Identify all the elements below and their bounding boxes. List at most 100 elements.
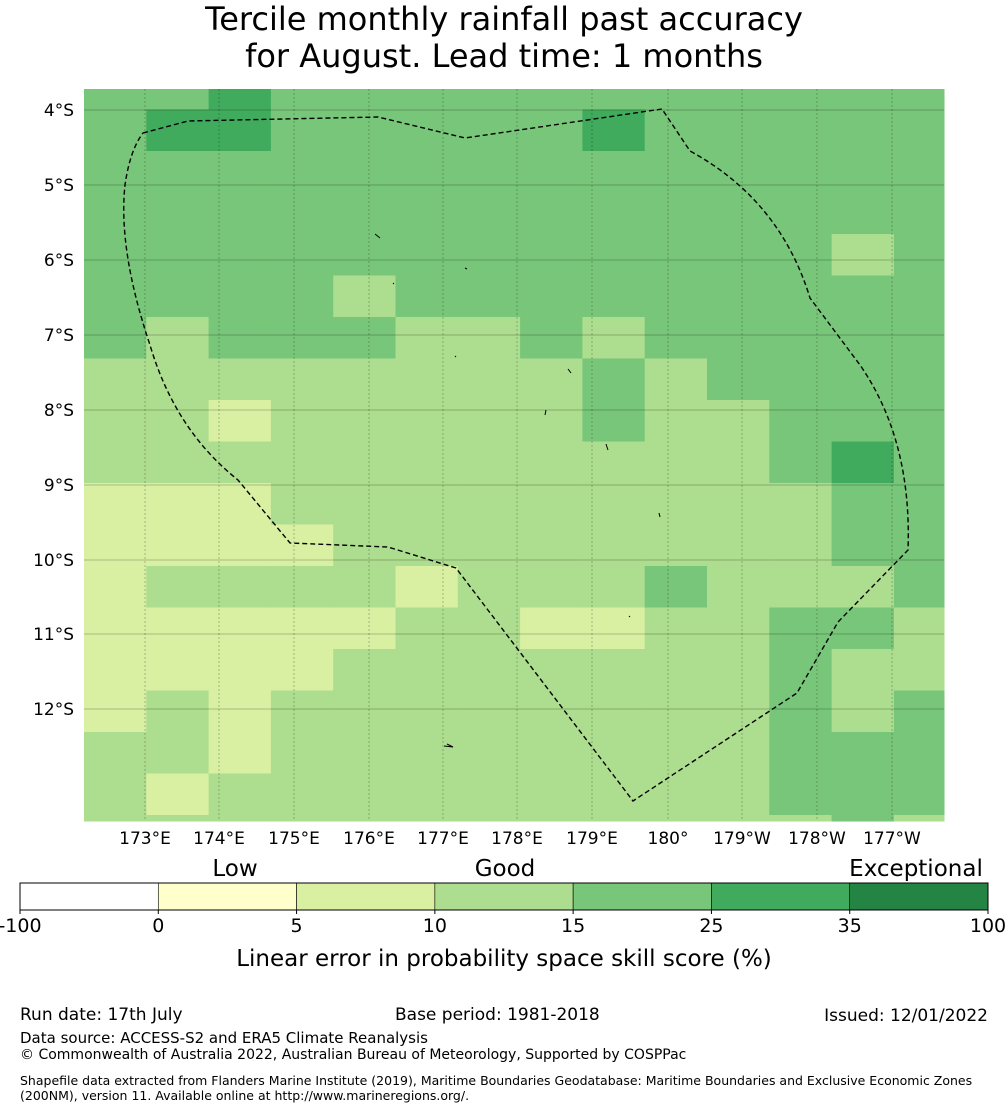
grid-cell <box>333 815 396 822</box>
grid-cell <box>644 400 708 442</box>
grid-cell <box>333 732 396 774</box>
grid-cell <box>208 483 272 525</box>
grid-cell <box>333 607 396 650</box>
longitude-label: 174°E <box>193 829 245 849</box>
grid-cell <box>893 773 945 816</box>
grid-cell <box>208 441 272 484</box>
grid-cell <box>582 151 646 193</box>
grid-cell <box>831 109 895 152</box>
grid-cell <box>644 690 708 733</box>
grid-cell <box>707 109 770 152</box>
grid-cell <box>893 690 945 733</box>
grid-cell <box>893 607 945 650</box>
grid-cell <box>270 192 334 235</box>
grid-cell <box>395 275 459 318</box>
grid-cell <box>644 732 708 774</box>
grid-cell <box>146 358 210 401</box>
grid-cell <box>644 89 708 110</box>
grid-cell <box>270 400 334 442</box>
grid-cell <box>395 483 459 525</box>
grid-cell <box>769 483 833 525</box>
grid-cell <box>84 317 147 359</box>
grid-cell <box>831 607 895 650</box>
grid-cell <box>707 151 770 193</box>
grid-cell <box>270 607 334 650</box>
grid-cell <box>333 483 396 525</box>
grid-cell <box>333 192 396 235</box>
grid-cell <box>831 815 895 822</box>
latitude-label: 8°S <box>44 401 74 421</box>
grid-cell <box>769 151 833 193</box>
grid-cell <box>208 358 272 401</box>
grid-cell <box>644 483 708 525</box>
grid-cell <box>520 89 583 110</box>
latitude-label: 4°S <box>44 101 74 121</box>
grid-cell <box>769 441 833 484</box>
grid-cell <box>769 773 833 816</box>
grid-cell <box>208 400 272 442</box>
map-title-line-1: Tercile monthly rainfall past accuracy <box>205 0 803 38</box>
grid-cell <box>707 483 770 525</box>
grid-cell <box>893 317 945 359</box>
grid-cell <box>270 234 334 276</box>
grid-cell <box>146 607 210 650</box>
grid-cell <box>520 607 583 650</box>
data-source: Data source: ACCESS-S2 and ERA5 Climate … <box>20 1029 428 1047</box>
grid-cell <box>582 234 646 276</box>
grid-cell <box>520 815 583 822</box>
grid-cell <box>582 441 646 484</box>
latitude-label: 5°S <box>44 176 74 196</box>
grid-cell <box>208 109 272 152</box>
grid-cell <box>84 690 147 733</box>
grid-cell <box>146 690 210 733</box>
island <box>464 267 468 270</box>
grid-cell <box>146 275 210 318</box>
map-title-line-2: for August. Lead time: 1 months <box>245 37 763 75</box>
grid-cell <box>520 400 583 442</box>
grid-cell <box>333 400 396 442</box>
grid-cell <box>457 109 521 152</box>
grid-cell <box>84 109 147 152</box>
grid-cell <box>582 732 646 774</box>
colorbar-segment <box>572 882 712 911</box>
latitude-label: 7°S <box>44 326 74 346</box>
grid-cell <box>333 317 396 359</box>
grid-cell <box>582 483 646 525</box>
grid-cell <box>395 607 459 650</box>
grid-cell <box>893 524 945 567</box>
grid-cell <box>644 275 708 318</box>
grid-cell <box>831 234 895 276</box>
grid-cell <box>333 358 396 401</box>
grid-cell <box>84 192 147 235</box>
grid-cell <box>644 524 708 567</box>
grid-cell <box>84 441 147 484</box>
grid-cell <box>644 109 708 152</box>
grid-cell <box>893 358 945 401</box>
grid-cell <box>208 234 272 276</box>
grid-cell <box>520 358 583 401</box>
grid-cell <box>831 89 895 110</box>
grid-cell <box>270 317 334 359</box>
grid-cell <box>270 275 334 318</box>
grid-cell <box>831 441 895 484</box>
grid-cell <box>333 649 396 691</box>
grid-cell <box>457 607 521 650</box>
grid-cell <box>582 815 646 822</box>
grid-cell <box>146 317 210 359</box>
grid-cell <box>893 275 945 318</box>
grid-cell <box>146 89 210 110</box>
grid-cell <box>707 815 770 822</box>
longitude-label: 176°E <box>343 829 395 849</box>
grid-cell <box>831 151 895 193</box>
grid-cell <box>457 732 521 774</box>
grid-cell <box>208 815 272 822</box>
grid-cell <box>395 89 459 110</box>
grid-cell <box>707 441 770 484</box>
latitude-label: 9°S <box>44 476 74 496</box>
longitude-label: 179°E <box>566 829 618 849</box>
grid-cell <box>831 317 895 359</box>
grid-cell <box>893 815 945 822</box>
grid-cell <box>707 400 770 442</box>
island <box>658 512 661 518</box>
colorbar-tick-label: 100 <box>970 915 1006 937</box>
